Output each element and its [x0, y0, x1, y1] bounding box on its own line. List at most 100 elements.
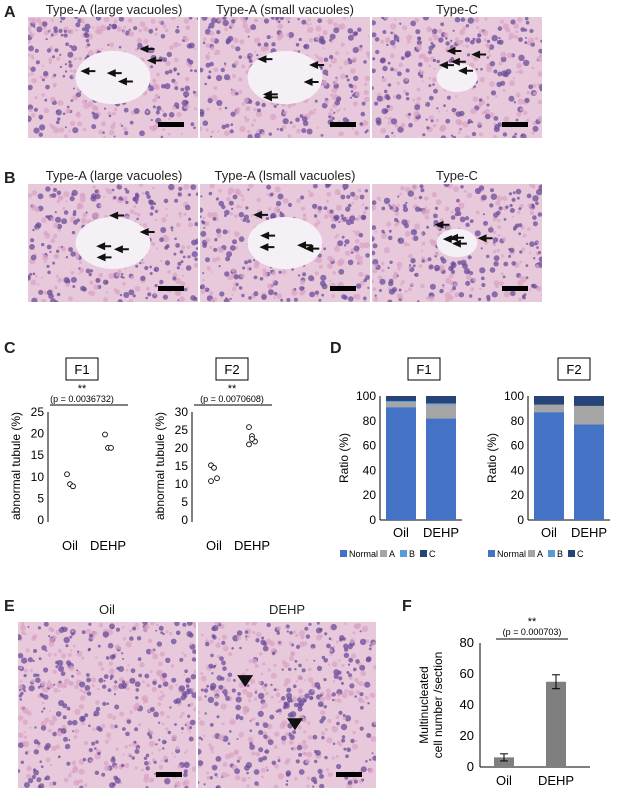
cell-nucleus	[314, 260, 317, 263]
cell-nucleus	[79, 261, 83, 264]
cell-nucleus	[356, 259, 364, 266]
cell-nucleus	[121, 626, 125, 629]
cell-nucleus	[154, 268, 157, 271]
panel-label-c: C	[4, 340, 16, 357]
cell-nucleus	[318, 298, 322, 302]
cell-nucleus	[224, 130, 230, 136]
cell-nucleus	[327, 772, 333, 778]
cell-nucleus	[305, 659, 309, 662]
cell-nucleus	[164, 83, 171, 90]
cell-nucleus	[28, 39, 31, 44]
cell-nucleus	[297, 674, 303, 681]
cell-nucleus	[429, 292, 432, 295]
cell-nucleus	[258, 757, 264, 763]
cell-nucleus	[226, 677, 231, 683]
cell-nucleus	[119, 122, 123, 126]
cell-nucleus	[333, 80, 338, 85]
cell-nucleus	[135, 688, 140, 692]
cell-nucleus	[277, 759, 281, 763]
cell-nucleus	[291, 696, 298, 702]
cell-nucleus	[273, 291, 278, 296]
cell-nucleus	[301, 206, 306, 211]
cell-nucleus	[380, 127, 387, 134]
cell-nucleus	[271, 271, 276, 276]
cell-nucleus	[68, 129, 71, 133]
cell-nucleus	[471, 131, 477, 137]
cell-nucleus	[210, 298, 215, 302]
cell-nucleus	[517, 280, 524, 287]
cell-nucleus	[27, 750, 30, 753]
cell-nucleus	[482, 213, 485, 216]
cell-nucleus	[398, 288, 402, 292]
cell-nucleus	[275, 692, 281, 698]
cell-nucleus	[397, 267, 401, 271]
cell-nucleus	[30, 72, 34, 76]
cell-nucleus	[216, 715, 220, 719]
cell-nucleus	[87, 50, 95, 57]
cell-nucleus	[529, 288, 532, 291]
cell-nucleus	[130, 668, 136, 674]
cell-nucleus	[281, 660, 287, 665]
cell-nucleus	[386, 221, 392, 227]
cell-nucleus	[372, 279, 374, 284]
cell-nucleus	[134, 749, 140, 754]
cell-nucleus	[534, 242, 538, 246]
cell-nucleus	[28, 193, 33, 198]
cell-nucleus	[61, 218, 68, 225]
cell-nucleus	[224, 106, 228, 110]
cell-nucleus	[279, 17, 284, 21]
cell-nucleus	[302, 272, 307, 277]
cell-nucleus	[101, 772, 106, 777]
cell-nucleus	[472, 96, 479, 102]
cell-nucleus	[70, 99, 74, 102]
cell-nucleus	[343, 60, 350, 66]
cell-nucleus	[158, 764, 164, 770]
cell-nucleus	[91, 105, 98, 111]
cell-nucleus	[205, 128, 209, 132]
cell-nucleus	[511, 197, 516, 202]
he-texture	[28, 17, 198, 138]
cell-nucleus	[60, 33, 64, 37]
cell-nucleus	[50, 298, 57, 302]
cell-nucleus	[31, 774, 36, 780]
cell-nucleus	[308, 110, 314, 116]
cell-nucleus	[286, 687, 292, 693]
cell-nucleus	[346, 194, 351, 199]
cell-nucleus	[429, 283, 436, 290]
cell-nucleus	[493, 255, 500, 262]
cell-nucleus	[320, 710, 326, 716]
y-tick-label: 20	[31, 427, 45, 441]
cell-nucleus	[227, 742, 231, 745]
cell-nucleus	[176, 111, 182, 118]
cell-nucleus	[354, 719, 359, 724]
cell-nucleus	[362, 210, 367, 214]
cell-nucleus	[189, 254, 192, 257]
cell-nucleus	[493, 69, 498, 74]
cell-nucleus	[324, 184, 330, 189]
cell-nucleus	[218, 107, 222, 111]
cell-nucleus	[68, 665, 75, 672]
cell-nucleus	[443, 89, 446, 92]
cell-nucleus	[516, 62, 522, 69]
cell-nucleus	[433, 67, 436, 70]
cell-nucleus	[255, 101, 261, 106]
cell-nucleus	[420, 283, 425, 289]
cell-nucleus	[235, 714, 240, 719]
cell-nucleus	[372, 268, 378, 274]
cell-nucleus	[43, 30, 49, 36]
cell-nucleus	[162, 112, 168, 118]
cell-nucleus	[41, 701, 45, 705]
cell-nucleus	[137, 47, 140, 50]
cell-nucleus	[486, 44, 491, 49]
cell-nucleus	[275, 17, 280, 20]
cell-nucleus	[503, 290, 511, 298]
cell-nucleus	[287, 202, 293, 207]
cell-nucleus	[321, 283, 328, 290]
cell-nucleus	[145, 786, 149, 788]
cell-nucleus	[433, 213, 438, 219]
cell-nucleus	[351, 201, 354, 205]
cell-nucleus	[457, 131, 461, 135]
cell-nucleus	[373, 721, 376, 726]
cell-nucleus	[83, 741, 88, 746]
cell-nucleus	[165, 214, 169, 217]
